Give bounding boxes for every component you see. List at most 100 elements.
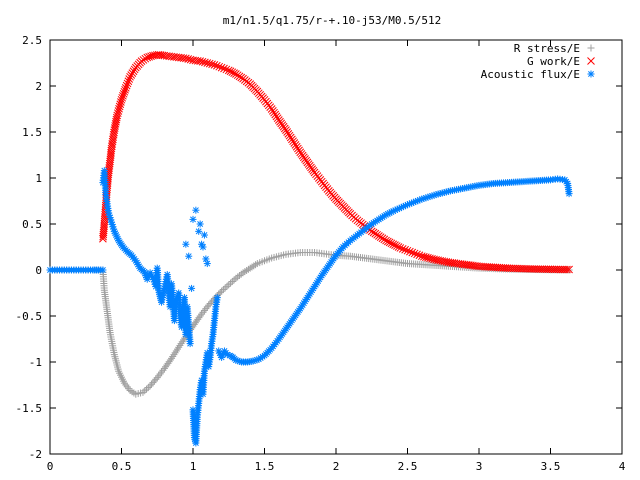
series-g-work-e (99, 50, 573, 274)
data-point (383, 237, 392, 246)
data-point (403, 246, 412, 255)
data-point (201, 58, 209, 67)
data-point (182, 240, 190, 248)
y-tick-label: 1.5 (22, 126, 42, 139)
data-point (117, 95, 126, 104)
y-tick-label: -0.5 (16, 310, 43, 323)
data-point (217, 63, 226, 72)
data-point (387, 239, 396, 248)
data-point (244, 265, 252, 273)
data-point (181, 54, 190, 63)
data-point (248, 263, 256, 271)
data-point (149, 379, 157, 387)
data-point (237, 270, 245, 278)
data-point (115, 102, 124, 111)
data-point (415, 251, 424, 260)
legend-marker (587, 44, 595, 52)
data-point (239, 269, 247, 277)
x-tick-label: 1.5 (255, 460, 275, 473)
data-point (224, 66, 233, 75)
data-point (195, 227, 203, 235)
data-point (184, 55, 193, 63)
data-point (117, 98, 125, 106)
data-point (119, 89, 128, 98)
data-point (198, 57, 207, 66)
data-point (141, 387, 149, 395)
data-point (406, 247, 414, 256)
data-point (410, 249, 419, 258)
data-point (227, 279, 235, 287)
chart-title: m1/n1.5/q1.75/r-+.10-j53/M0.5/512 (223, 14, 442, 27)
data-point (139, 388, 147, 396)
data-point (185, 252, 193, 260)
data-point (196, 57, 205, 66)
data-point (166, 356, 174, 364)
data-point (203, 260, 211, 268)
data-point (225, 281, 233, 289)
data-point (113, 111, 122, 120)
data-point (205, 59, 214, 68)
data-point (228, 68, 237, 77)
y-tick-label: -1.5 (16, 402, 43, 415)
data-point (215, 62, 224, 71)
data-point (394, 243, 403, 251)
data-point (199, 243, 207, 251)
data-point (150, 377, 158, 385)
data-point (212, 61, 221, 70)
data-point (398, 244, 407, 253)
data-point (114, 107, 123, 115)
data-point (143, 385, 151, 393)
x-tick-label: 0 (47, 460, 54, 473)
data-point (125, 75, 134, 83)
data-point (120, 87, 129, 96)
data-point (192, 206, 200, 214)
data-point (205, 301, 213, 309)
data-point (230, 69, 238, 77)
x-tick-label: 3.5 (541, 460, 561, 473)
data-point (203, 59, 212, 67)
y-tick-label: 0.5 (22, 218, 42, 231)
data-point (202, 255, 210, 263)
x-tick-label: 0.5 (112, 460, 132, 473)
data-point (195, 314, 203, 322)
data-point (148, 380, 156, 388)
y-tick-label: 2.5 (22, 34, 42, 47)
data-point (118, 93, 127, 102)
data-point (213, 294, 221, 302)
data-point (243, 266, 251, 274)
data-point (124, 77, 133, 86)
data-point (193, 56, 202, 65)
legend-marker (587, 70, 595, 78)
data-point (186, 340, 194, 348)
y-tick-label: 2 (35, 80, 42, 93)
data-point (216, 289, 224, 297)
series-layer (46, 50, 573, 447)
y-tick-label: -2 (29, 448, 42, 461)
series-r-stress-e (46, 249, 573, 398)
data-point (152, 51, 161, 59)
data-point (232, 274, 240, 282)
data-point (121, 83, 130, 92)
data-point (401, 245, 409, 254)
data-point (206, 299, 214, 307)
legend-label: Acoustic flux/E (481, 68, 580, 81)
y-tick-label: -1 (29, 356, 42, 369)
legend-label: G work/E (527, 55, 580, 68)
data-point (234, 273, 242, 281)
data-point (123, 79, 132, 88)
data-point (228, 278, 236, 285)
data-point (389, 240, 398, 249)
x-tick-label: 3 (476, 460, 483, 473)
data-point (189, 215, 197, 223)
data-point (116, 100, 125, 109)
data-point (391, 241, 399, 250)
data-point (250, 262, 258, 270)
data-point (208, 60, 216, 69)
data-point (119, 91, 127, 100)
data-point (382, 236, 390, 245)
data-point (241, 268, 249, 276)
data-point (152, 375, 160, 383)
data-point (146, 382, 154, 390)
data-point (115, 104, 123, 113)
